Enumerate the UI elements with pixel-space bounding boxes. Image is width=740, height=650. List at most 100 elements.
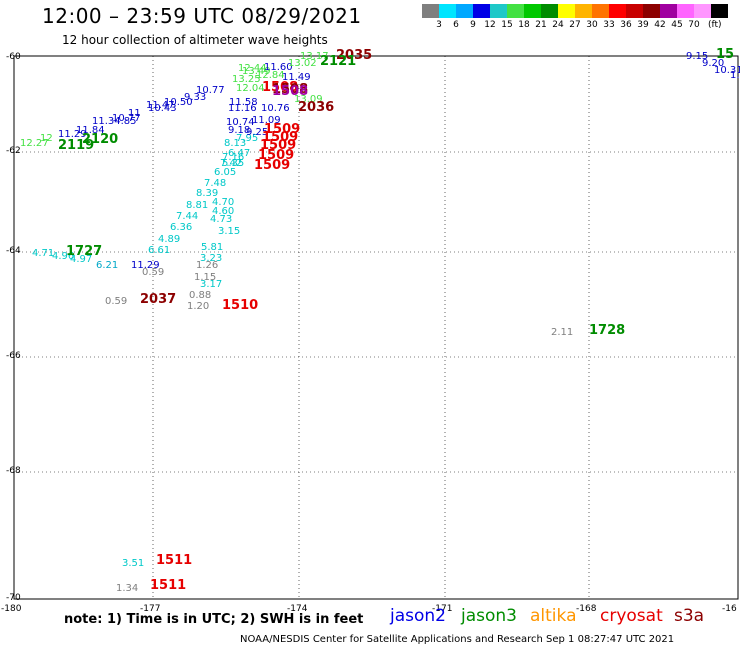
swh-value-label: 6.36	[170, 222, 193, 233]
legend-cryosat: cryosat	[600, 606, 663, 626]
swh-value-label: 11.58	[229, 97, 258, 108]
scale-swatch	[422, 4, 439, 18]
legend-jason3: jason3	[461, 606, 517, 626]
lat-label: -68	[6, 466, 21, 476]
scale-swatch	[524, 4, 541, 18]
lat-label: -60	[6, 52, 21, 62]
swh-value-label: 9.33	[184, 92, 207, 103]
swh-value-label: 8.81	[186, 200, 209, 211]
swh-value-label: 7.44	[176, 211, 199, 222]
scale-label: 27	[569, 20, 581, 30]
swh-value-label: 4.96	[52, 251, 75, 262]
swh-value-label: 1.20	[187, 301, 210, 312]
swh-value-label: 1.34	[116, 583, 139, 594]
scale-swatch	[592, 4, 609, 18]
time-label: 1510	[222, 298, 259, 313]
swh-value-label: 13.25	[232, 74, 261, 85]
legend-altika: altika	[530, 606, 577, 626]
swh-value-label: 13.49	[242, 66, 271, 77]
swh-value-label: 11.60	[264, 62, 293, 73]
lon-label: -16	[722, 604, 737, 614]
swh-value-label: 11.16	[228, 103, 257, 114]
swh-value-label: 0.88	[189, 290, 212, 301]
swh-value-label: 12	[40, 133, 53, 144]
scale-label: 15	[501, 20, 513, 30]
chart-subtitle: 12 hour collection of altimeter wave hei…	[62, 33, 328, 47]
scale-label: 6	[453, 20, 459, 30]
time-label: 1727	[66, 244, 103, 259]
swh-value-label: 6.61	[148, 245, 171, 256]
lat-label: -62	[6, 146, 21, 156]
lon-label: -174	[287, 604, 308, 614]
footer-note: note: 1) Time is in UTC; 2) SWH is in fe…	[64, 612, 364, 627]
swh-value-label: 0.59	[142, 267, 165, 278]
swh-value-label: 1.0	[730, 70, 740, 81]
swh-value-label: 10.50	[164, 97, 193, 108]
swh-value-label: 4.89	[158, 234, 181, 245]
scale-swatch	[490, 4, 507, 18]
swh-value-label: 11.47	[146, 100, 175, 111]
time-label: 1511	[150, 578, 187, 593]
scale-swatch	[694, 4, 711, 18]
swh-value-label: 0.59	[105, 296, 128, 307]
swh-value-label: 3.17	[200, 279, 223, 290]
scale-label: 45	[671, 20, 683, 30]
scale-swatch	[507, 4, 524, 18]
scale-label: 30	[586, 20, 598, 30]
time-label: 1508	[272, 82, 309, 97]
time-label: 15	[716, 47, 735, 62]
swh-value-label: 12.84	[256, 70, 285, 81]
scale-label: 12	[484, 20, 496, 30]
lat-label: -66	[6, 351, 21, 361]
time-label: 1509	[260, 138, 297, 153]
time-label: 2121	[320, 54, 357, 69]
swh-value-label: 7.16	[222, 152, 245, 163]
swh-value-label: 4.71	[32, 248, 55, 259]
scale-unit: (ft)	[708, 20, 722, 30]
swh-value-label: 12.27	[20, 138, 49, 149]
swh-value-label: 9.25	[246, 127, 269, 138]
swh-value-label: 10.76	[261, 103, 290, 114]
scale-label: 36	[620, 20, 632, 30]
swh-value-label: 9.20	[702, 58, 725, 69]
swh-value-label: 2.11	[551, 327, 574, 338]
scale-swatch	[626, 4, 643, 18]
scale-swatch	[558, 4, 575, 18]
swh-value-label: 11	[128, 108, 141, 119]
scale-swatch	[643, 4, 660, 18]
scale-label: 42	[654, 20, 666, 30]
swh-value-label: 7.95	[236, 133, 259, 144]
scale-label: 9	[470, 20, 476, 30]
time-label: 2119	[58, 138, 95, 153]
time-label: 2037	[140, 292, 177, 307]
color-scale-labels: 3 6 9 12 15 18 21 24 27 30 33 36 39 42 45 70	[422, 20, 740, 32]
scale-label: 39	[637, 20, 649, 30]
swh-value-label: 9.18	[228, 125, 251, 136]
time-label: 1511	[156, 553, 193, 568]
swh-value-label: 7.48	[204, 178, 227, 189]
swh-value-label: 3.51	[122, 558, 145, 569]
swh-value-label: 4.73	[210, 214, 233, 225]
scale-swatch	[473, 4, 490, 18]
swh-value-label: 13.02	[288, 58, 317, 69]
swh-value-label: 1.26	[196, 260, 219, 271]
swh-value-label: 6.47	[228, 148, 251, 159]
time-label: 2120	[82, 132, 119, 147]
wave-height-color-scale	[422, 4, 728, 22]
scale-swatch	[456, 4, 473, 18]
lon-label: -168	[576, 604, 597, 614]
swh-value-label: 10.77	[112, 113, 141, 124]
swh-value-label: 7.42	[220, 158, 243, 169]
swh-value-label: 11.09	[252, 115, 281, 126]
time-label: 1509	[264, 122, 301, 137]
scale-label: 21	[535, 20, 547, 30]
swh-value-label: 9.15	[686, 51, 709, 62]
swh-value-label: 12.44	[238, 63, 267, 74]
swh-value-label: 8.39	[196, 188, 219, 199]
swh-value-label: 10.31	[714, 65, 740, 76]
legend-s3a: s3a	[674, 606, 705, 626]
scale-label: 24	[552, 20, 564, 30]
time-label: 1508	[272, 84, 309, 99]
swh-value-label: 4.60	[212, 206, 235, 217]
